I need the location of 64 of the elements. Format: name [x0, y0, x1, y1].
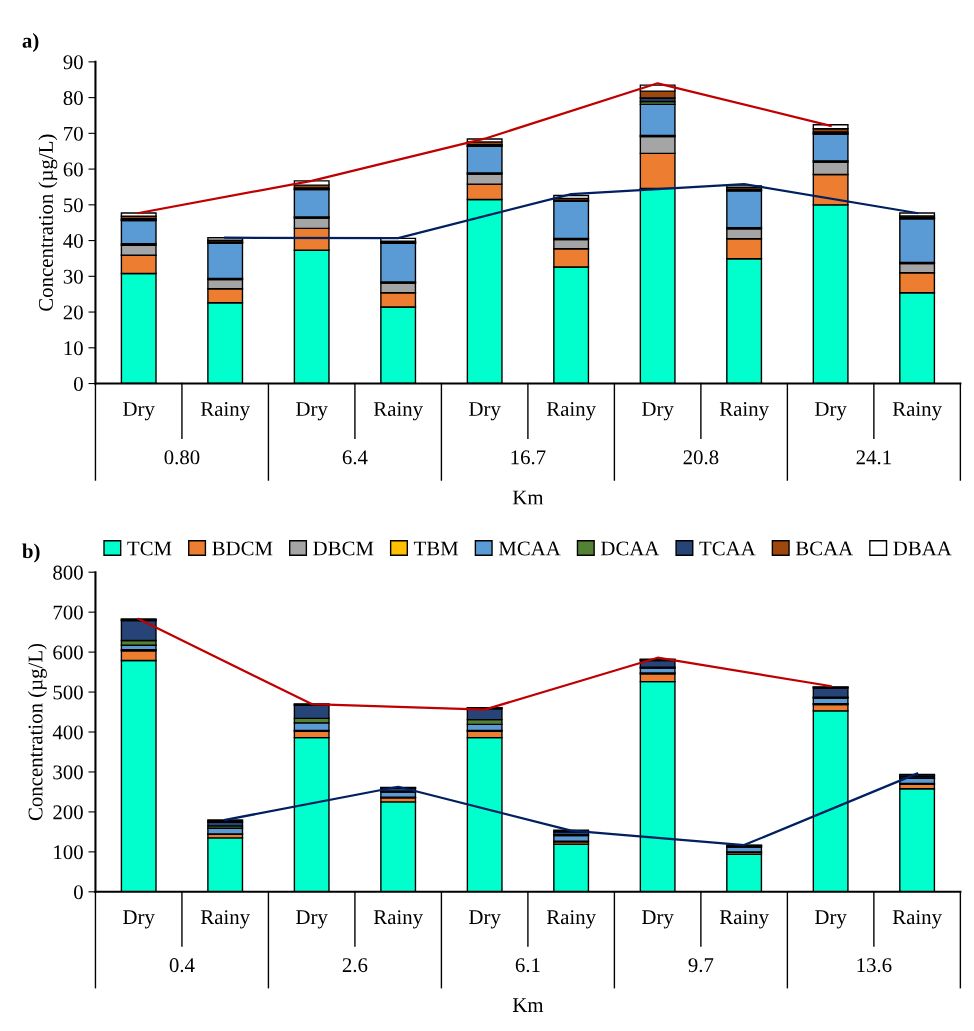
y-axis-title: Concentration (µg/L) — [27, 643, 47, 821]
text: 0.4 — [169, 958, 195, 973]
x-tick-label: Dry — [815, 910, 847, 929]
y-tick-label: 200 — [53, 805, 83, 820]
legend-label: DCAA — [600, 541, 660, 556]
x-tick-label: Rainy — [892, 402, 942, 421]
text: 9.7 — [688, 958, 714, 973]
y-tick-label: 20 — [63, 305, 83, 320]
x-tick-label: Rainy — [892, 910, 942, 929]
x-tick-label: Dry — [642, 402, 674, 421]
y-tick-label: 300 — [53, 765, 83, 780]
legend-label: MCAA — [498, 541, 561, 556]
x-axis-title: Km — [512, 490, 544, 505]
x-tick-label: Rainy — [719, 402, 769, 421]
y-tick-label: 80 — [63, 90, 83, 106]
y-tick-label: 90 — [63, 55, 83, 70]
y-tick-label: 0 — [74, 885, 83, 900]
legend-label: DBAA — [893, 541, 952, 556]
text: 0.80 — [164, 450, 200, 465]
x-tick-label: Rainy — [200, 402, 250, 421]
x-tick-label: Rainy — [373, 402, 423, 421]
x-tick-label: Rainy — [373, 910, 423, 929]
y-tick-label: 100 — [54, 845, 83, 860]
legend-label: TBM — [413, 541, 459, 556]
y-tick-label: 10 — [64, 341, 83, 356]
x-tick-label: Dry — [469, 910, 501, 929]
y-axis-title: Concentration (µg/L) — [38, 134, 58, 311]
x-tick-label: Rainy — [546, 402, 596, 421]
text: 13.6 — [857, 958, 892, 973]
text: 6.4 — [342, 450, 368, 465]
text: 16.7 — [511, 450, 546, 465]
x-tick-label: Dry — [469, 402, 501, 421]
text: 6.1 — [515, 958, 540, 973]
legend-label: TCAA — [699, 541, 756, 556]
legend-label: BDCM — [212, 541, 273, 556]
x-tick-label: Dry — [642, 910, 674, 929]
x-tick-label: Dry — [815, 402, 847, 421]
x-tick-label: Rainy — [200, 910, 250, 929]
text: 20.8 — [683, 450, 719, 465]
legend-label: DBCM — [313, 541, 374, 556]
x-axis-title: Km — [512, 998, 544, 1012]
x-tick-label: Rainy — [546, 910, 596, 929]
y-tick-label: 700 — [53, 605, 83, 620]
x-tick-label: Rainy — [719, 910, 769, 929]
y-tick-label: 40 — [63, 233, 83, 248]
y-tick-label: 800 — [53, 565, 83, 580]
y-tick-label: 60 — [63, 162, 83, 177]
y-tick-label: 400 — [52, 725, 83, 740]
y-tick-label: 500 — [53, 685, 83, 700]
y-tick-label: 0 — [74, 376, 83, 391]
legend-label: BCAA — [795, 541, 854, 556]
text: 2.6 — [342, 958, 368, 973]
chart-title: a) — [22, 33, 39, 53]
x-tick-label: Dry — [123, 402, 155, 421]
y-tick-label: 600 — [53, 645, 83, 660]
text: 24.1 — [856, 450, 891, 465]
y-tick-label: 30 — [63, 269, 83, 284]
x-tick-label: Dry — [296, 402, 328, 421]
y-tick-label: 50 — [64, 198, 83, 213]
x-tick-label: Dry — [296, 910, 328, 929]
x-tick-label: Dry — [123, 910, 155, 929]
y-tick-label: 70 — [64, 126, 83, 141]
legend-label: TCM — [127, 541, 172, 556]
chart-title: b) — [22, 543, 40, 563]
